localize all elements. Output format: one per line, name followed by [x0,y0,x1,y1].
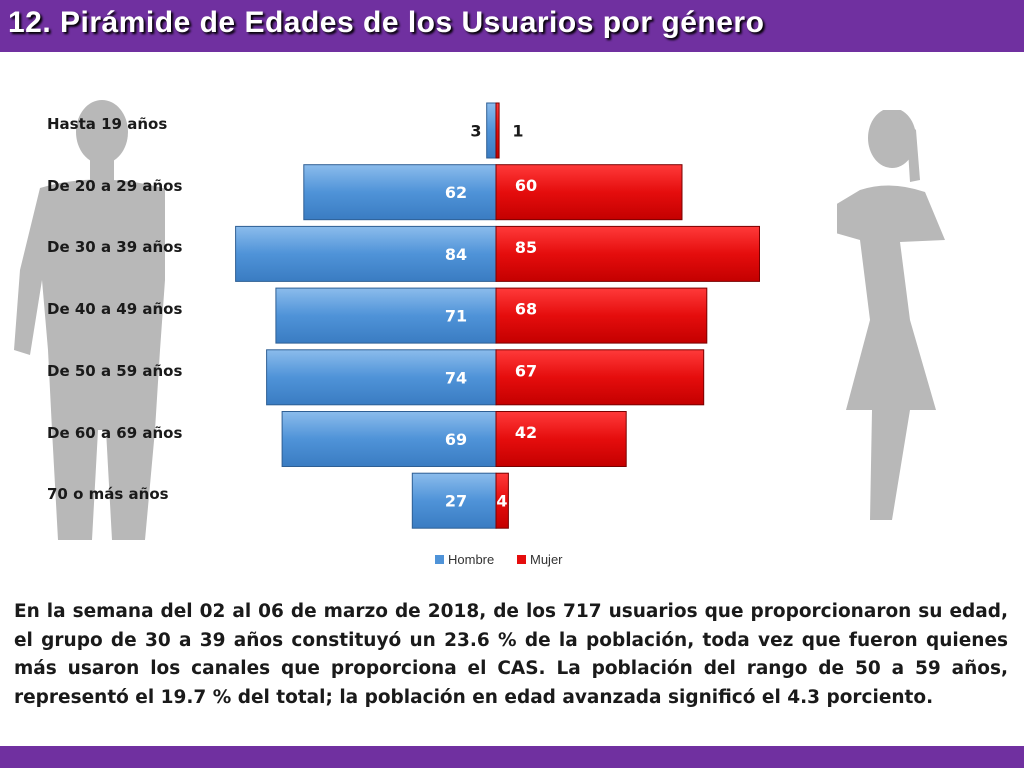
category-label-1: De 20 a 29 años [47,176,183,195]
bar-hombre-5 [281,411,497,467]
woman-silhouette [760,110,945,520]
label-mujer-4: 67 [515,361,537,380]
label-hombre-0: 3 [470,122,481,141]
label-hombre-1: 62 [445,183,467,202]
title-bar: 12. Pirámide de Edades de los Usuarios p… [0,0,1024,52]
legend-label-0: Hombre [448,552,494,567]
label-mujer-1: 60 [515,176,537,195]
category-label-4: De 50 a 59 años [47,361,183,380]
label-hombre-5: 69 [445,430,467,449]
bar-mujer-2 [495,225,760,282]
category-label-0: Hasta 19 años [47,115,168,133]
category-label-5: De 60 a 69 años [47,423,183,442]
bar-mujer-3 [495,287,708,344]
bar-mujer-1 [495,164,683,221]
label-hombre-2: 84 [445,245,467,264]
label-mujer-0: 1 [512,122,523,141]
label-hombre-3: 71 [445,307,467,326]
bar-mujer-6 [495,472,509,529]
label-mujer-2: 85 [515,238,537,257]
bar-hombre-0 [486,102,497,159]
legend-label-1: Mujer [530,552,563,567]
bar-mujer-4 [495,349,705,406]
label-mujer-5: 42 [515,423,537,442]
legend-swatch-1 [517,555,526,564]
chart-area: 3 1 62 60 84 85 71 68 74 67 69 42 27 4 Hombre Mujer [165,78,837,588]
bar-mujer-0 [495,102,500,159]
bar-hombre-1 [303,164,497,221]
bottom-bar [0,746,1024,768]
label-mujer-3: 68 [515,300,537,319]
pyramid-chart: 3 1 62 60 84 85 71 68 74 67 69 42 27 4 Hombre Mujer [235,102,760,567]
bar-hombre-2 [235,225,497,282]
summary-paragraph: En la semana del 02 al 06 de marzo de 20… [14,601,1008,708]
label-hombre-4: 74 [445,368,467,387]
bar-mujer-5 [495,411,627,467]
category-label-6: 70 o más años [47,485,169,504]
category-label-2: De 30 a 39 años [47,238,183,257]
category-label-3: De 40 a 49 años [47,300,183,319]
page-title: 12. Pirámide de Edades de los Usuarios p… [8,6,765,39]
bar-hombre-4 [266,349,497,406]
label-hombre-6: 27 [445,492,467,511]
man-silhouette [14,100,192,540]
label-mujer-6: 4 [496,492,507,511]
legend-swatch-0 [435,555,444,564]
